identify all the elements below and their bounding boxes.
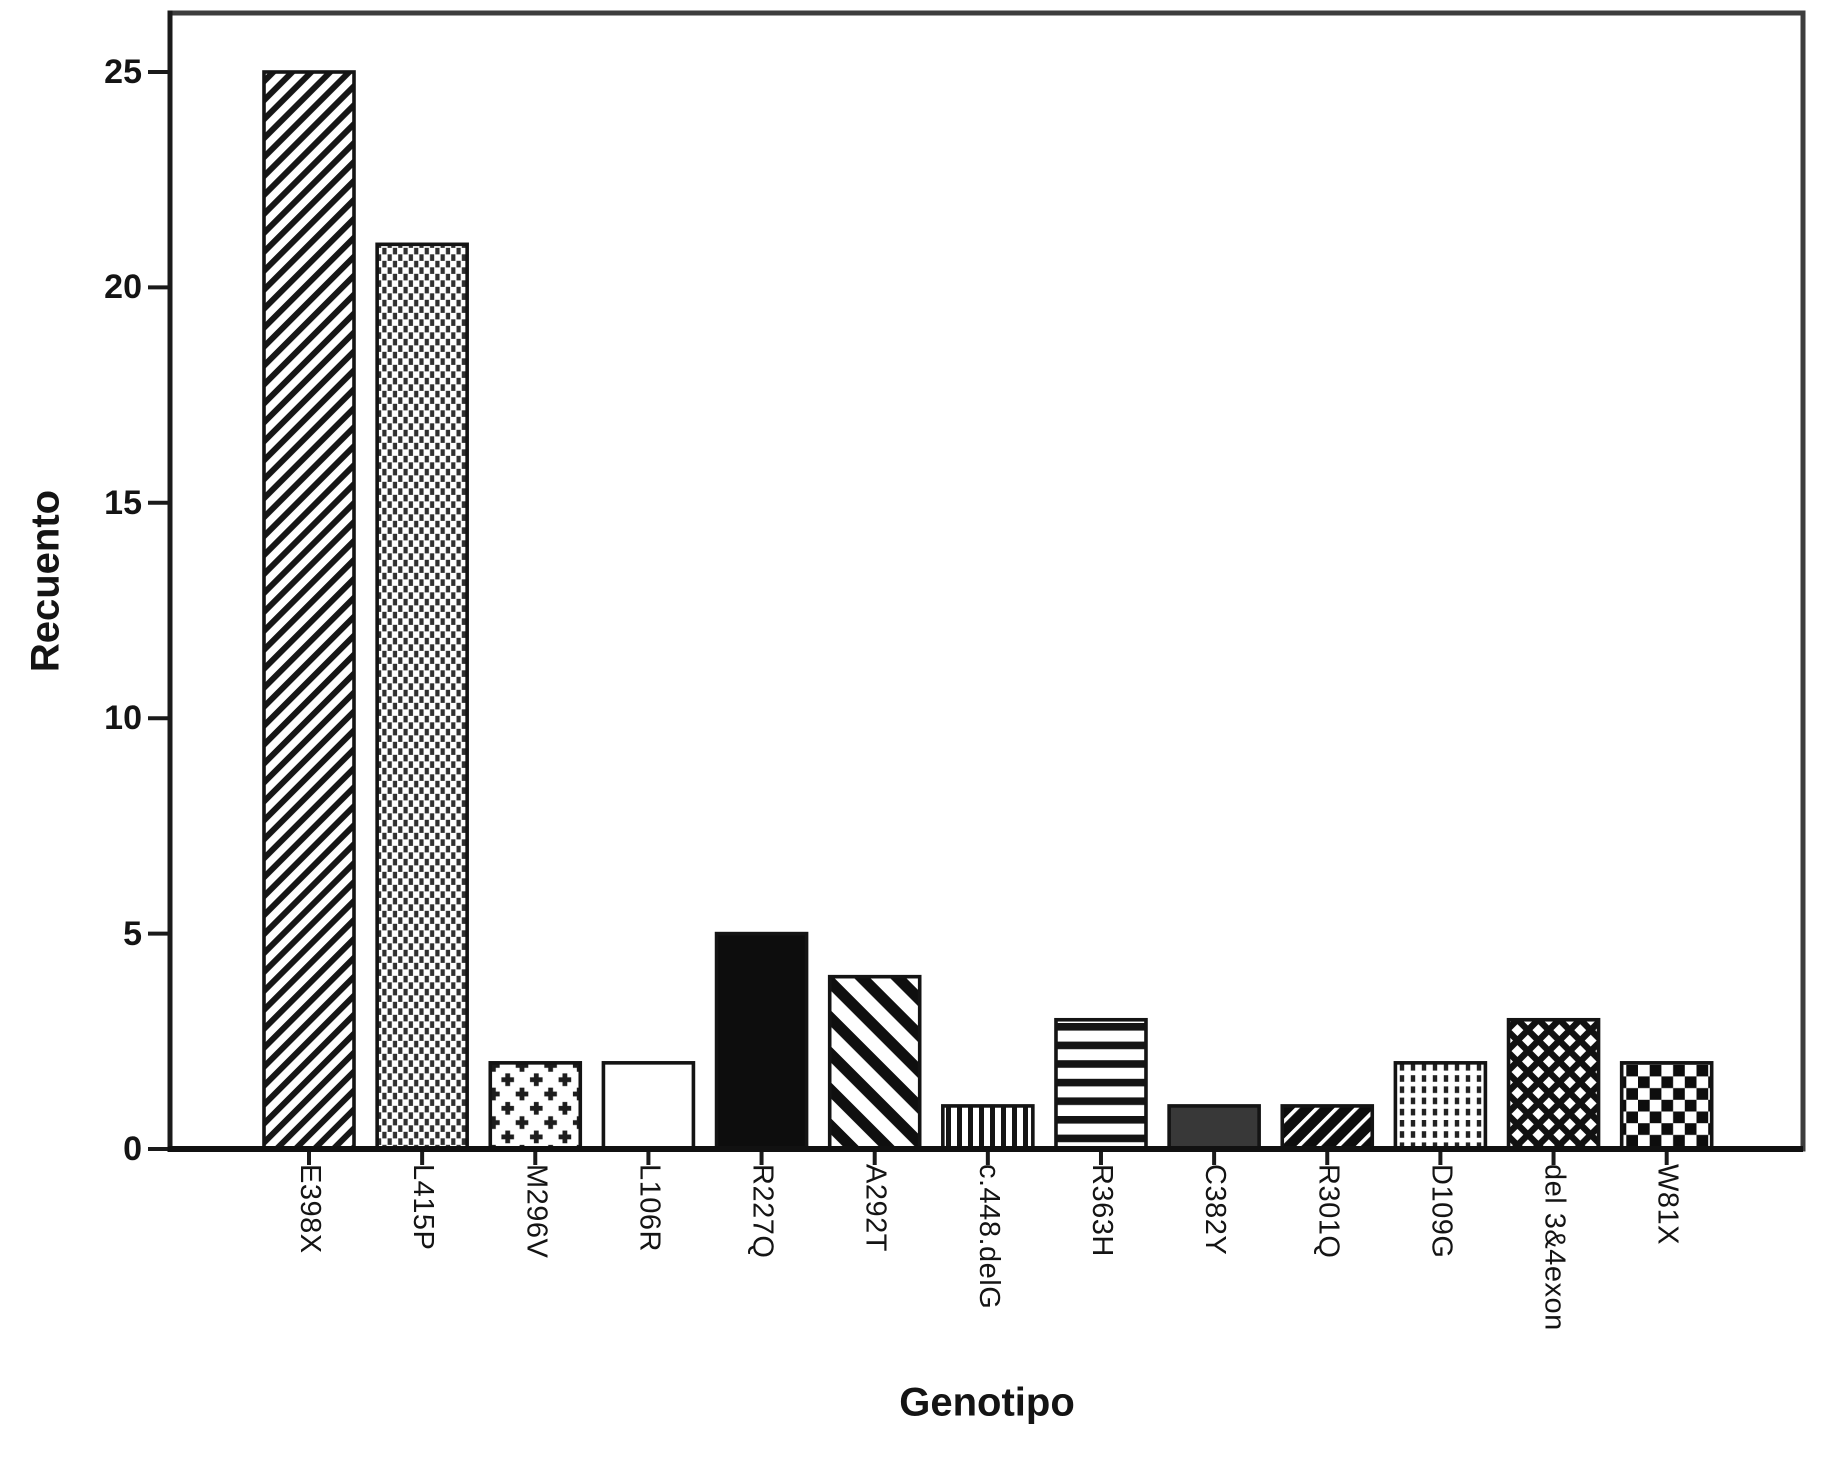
y-tick-label-5: 5 <box>123 914 142 953</box>
x-tick-label-R301Q: R301Q <box>1312 1164 1345 1259</box>
bar-A292T <box>827 974 922 1151</box>
bar-L106R <box>601 1061 696 1151</box>
y-tick-label-0: 0 <box>123 1130 142 1168</box>
bar-R363H <box>1054 1017 1148 1151</box>
x-tick-label-M296V: M296V <box>520 1164 553 1259</box>
bar-C382Y <box>1167 1104 1261 1151</box>
bar-del 3&4exon <box>1506 1017 1601 1151</box>
x-tick-label-R227Q: R227Q <box>746 1164 779 1259</box>
x-tick-label-c.448.delG: c.448.delG <box>972 1164 1005 1310</box>
bar-R227Q <box>714 931 809 1151</box>
x-tick-label-A292T: A292T <box>859 1164 892 1252</box>
y-tick-label-15: 15 <box>104 483 142 522</box>
y-tick-label-20: 20 <box>104 268 142 307</box>
bar-c.448.delG <box>941 1104 1035 1151</box>
x-axis-title: Genotipo <box>899 1380 1075 1425</box>
x-tick-label-W81X: W81X <box>1651 1164 1684 1245</box>
bar-D109G <box>1393 1061 1488 1151</box>
bar-L415P <box>375 242 469 1151</box>
bar-W81X <box>1619 1061 1714 1151</box>
bar-E398X <box>262 70 356 1151</box>
x-tick-label-C382Y: C382Y <box>1199 1164 1232 1256</box>
bar-R301Q <box>1280 1104 1375 1151</box>
x-tick-label-D109G: D109G <box>1425 1164 1458 1259</box>
x-tick-label-del 3&4exon: del 3&4exon <box>1538 1164 1571 1331</box>
x-tick-label-R363H: R363H <box>1085 1164 1118 1257</box>
x-tick-label-L106R: L106R <box>633 1164 666 1252</box>
y-tick-label-25: 25 <box>104 53 142 91</box>
x-tick-label-L415P: L415P <box>407 1164 440 1251</box>
y-tick-label-10: 10 <box>104 699 142 738</box>
x-tick-label-E398X: E398X <box>294 1164 326 1254</box>
bar-M296V <box>488 1061 583 1151</box>
bars-group <box>262 70 1714 1151</box>
